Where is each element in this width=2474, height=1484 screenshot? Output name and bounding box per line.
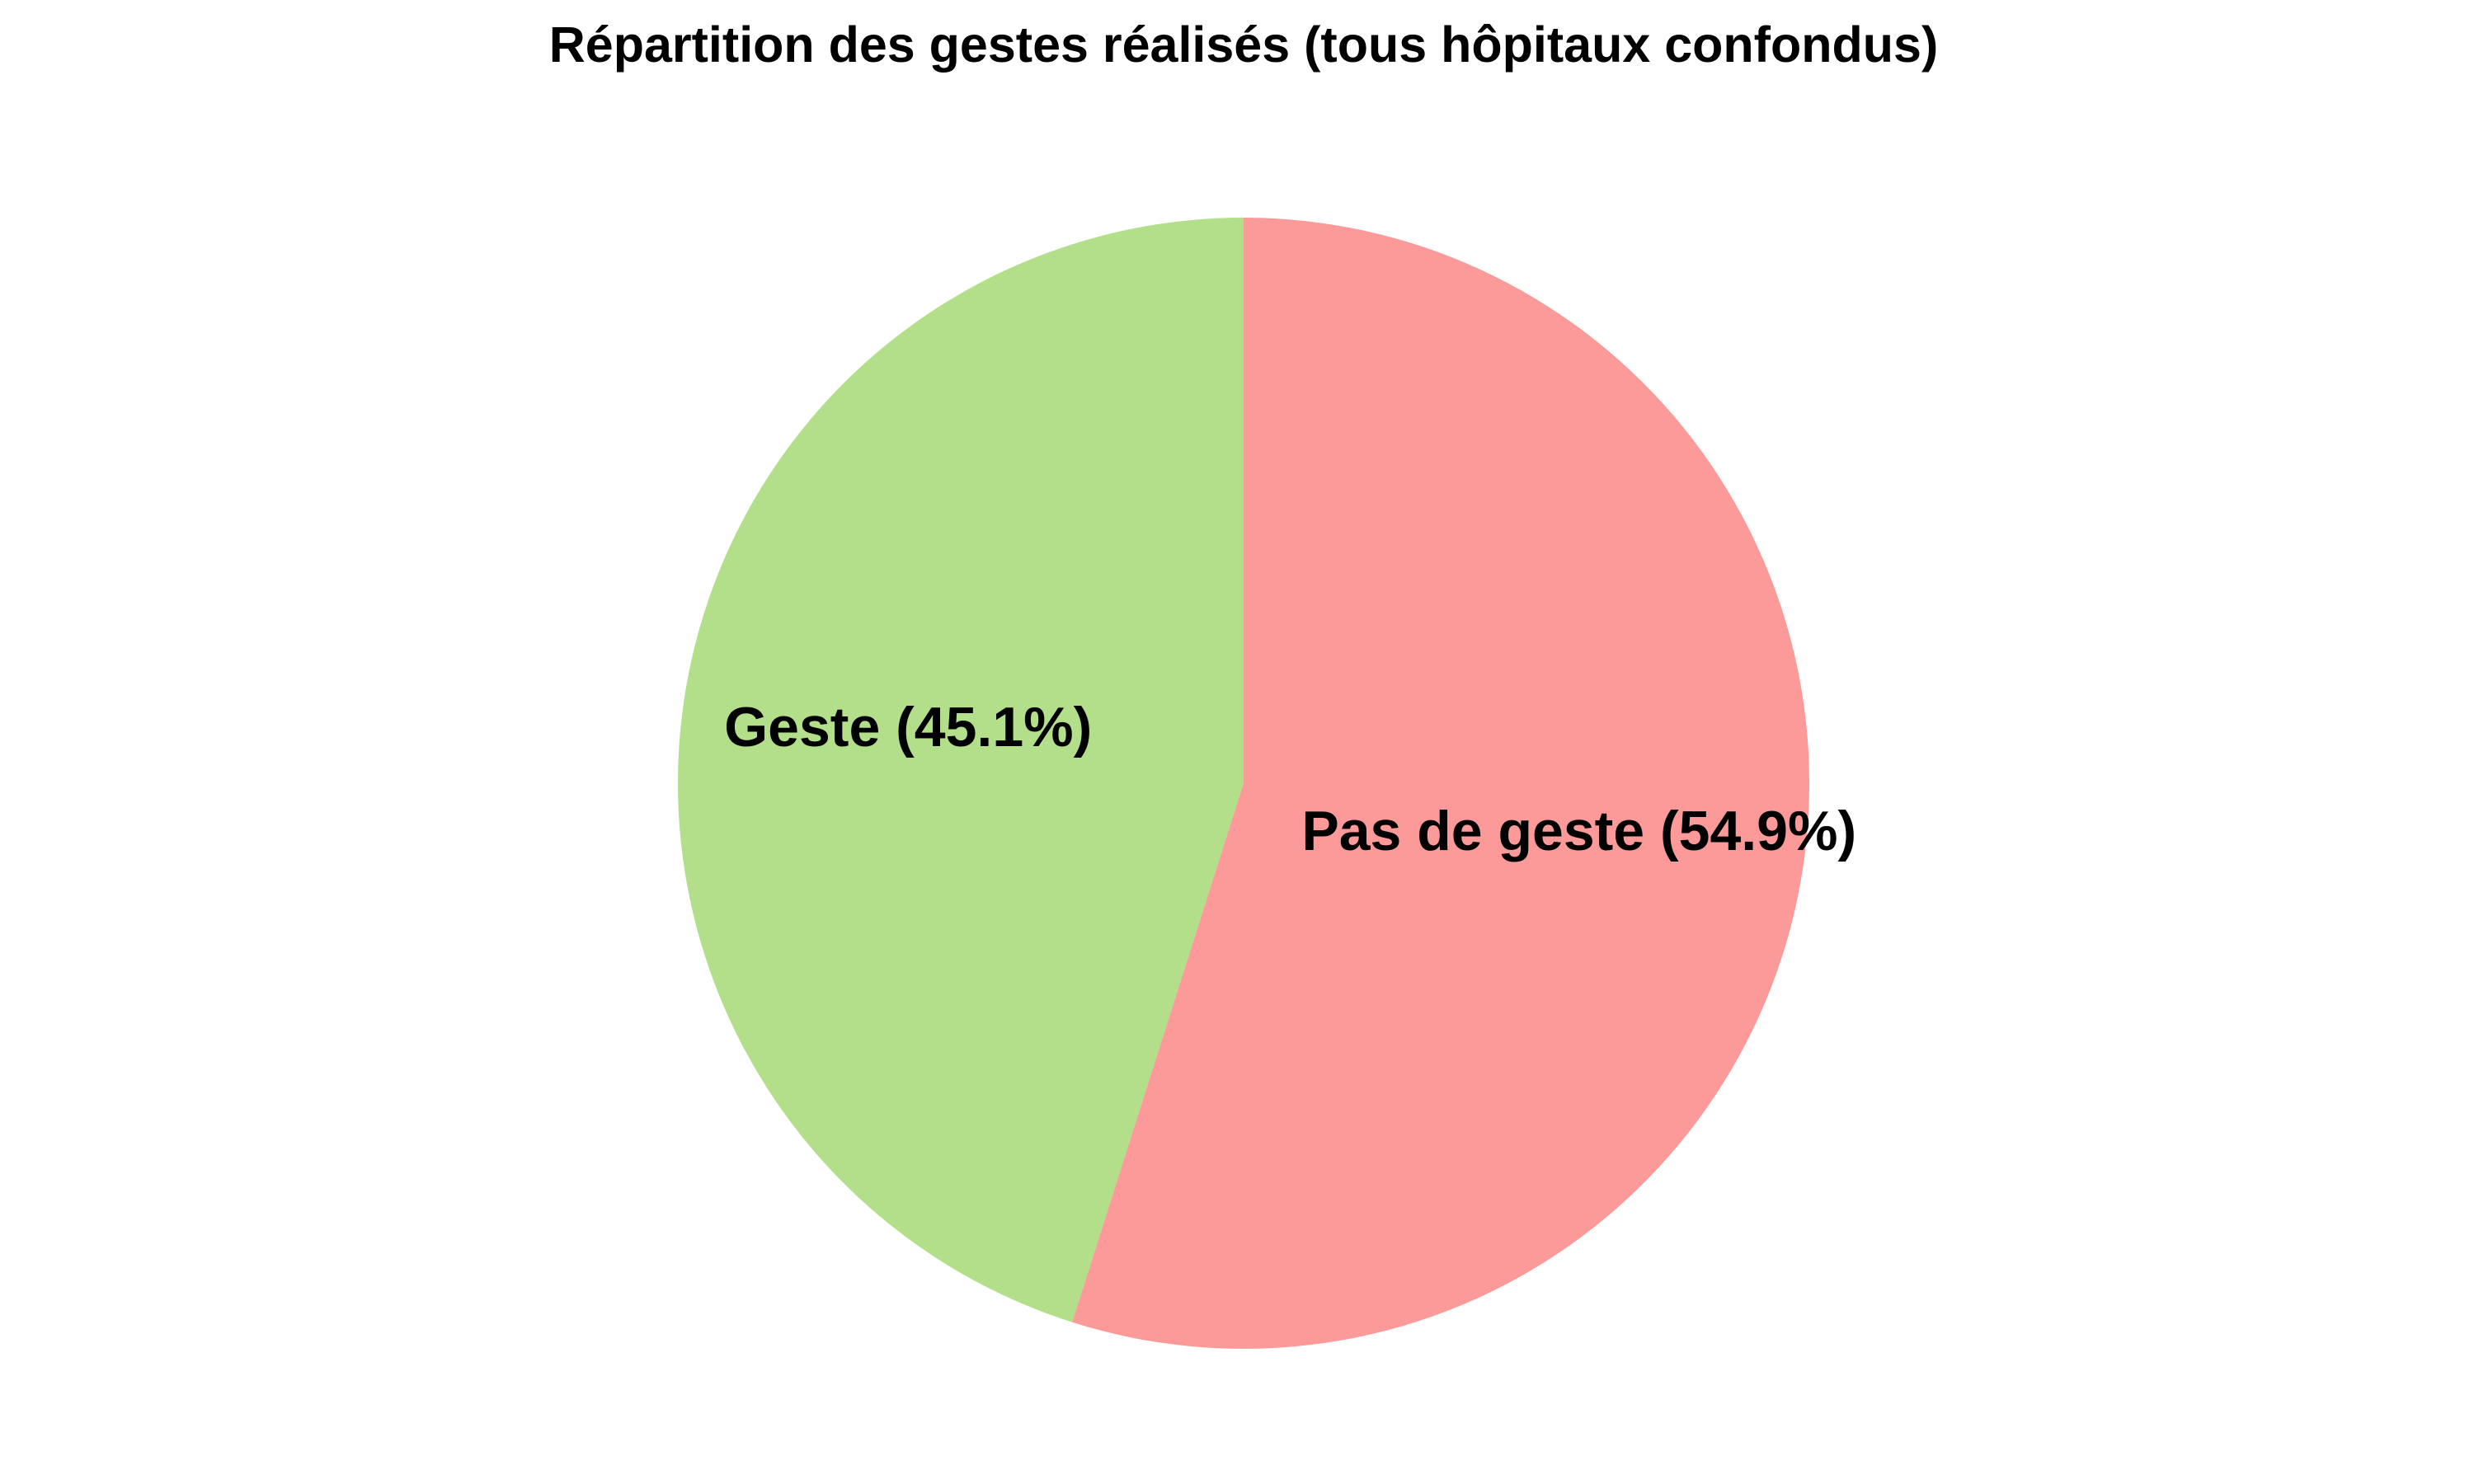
- chart-title: Répartition des gestes réalisés (tous hô…: [549, 16, 1939, 73]
- pie-slice-pas-de-geste: [1072, 218, 1809, 1349]
- pie-slice-geste: [678, 218, 1244, 1322]
- pie-label-geste: Geste (45.1%): [724, 696, 1092, 758]
- pie-slices: [678, 218, 1809, 1349]
- pie-labels: Geste (45.1%) Pas de geste (54.9%): [724, 696, 1856, 862]
- pie-label-pas-de-geste: Pas de geste (54.9%): [1301, 800, 1856, 862]
